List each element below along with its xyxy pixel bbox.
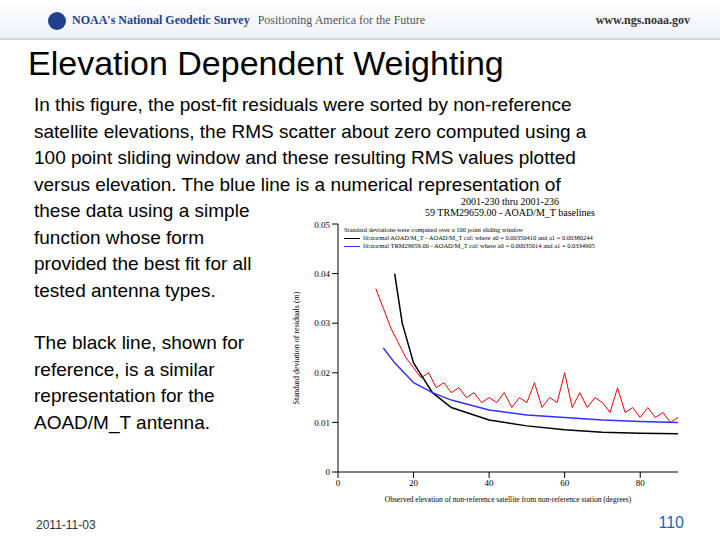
html-text:2011-11-03: 2011-11-03 <box>36 518 96 532</box>
html-text:AOAD/M_T antenna.: AOAD/M_T antenna. <box>34 411 210 433</box>
html-text:In this figure, the post-fit r: In this figure, the post-fit residuals w… <box>34 94 572 115</box>
html-text:www.ngs.noaa.gov: www.ngs.noaa.gov <box>595 13 690 27</box>
svg-text:60: 60 <box>560 478 570 488</box>
svg-text:20: 20 <box>409 478 419 488</box>
html-text:fit:normal AOAD/M_T - AOAD/M_T: fit:normal AOAD/M_T - AOAD/M_T cal: wher… <box>363 234 593 241</box>
svg-text:Standard deviation of residual: Standard deviation of residuals (m) <box>292 291 301 404</box>
html-text:Elevation Dependent Weighting: Elevation Dependent Weighting <box>28 44 504 82</box>
svg-text:0.02: 0.02 <box>314 368 330 378</box>
html-text:satellite elevations, the RMS: satellite elevations, the RMS scatter ab… <box>34 120 587 142</box>
svg-text:80: 80 <box>636 478 646 488</box>
html-text:The black line, shown for: The black line, shown for <box>34 332 245 353</box>
svg-text:0.01: 0.01 <box>314 418 330 428</box>
html-text:100 point sliding window and t: 100 point sliding window and these resul… <box>34 147 576 168</box>
html-text:59 TRM29659.00 - AOAD/M_T base: 59 TRM29659.00 - AOAD/M_T baselines <box>425 207 595 218</box>
html-text:110: 110 <box>658 514 684 531</box>
html-text:function whose form: function whose form <box>34 226 204 248</box>
svg-text:40: 40 <box>485 478 495 488</box>
html-text:Standard deviations were compu: Standard deviations were computed over a… <box>344 226 523 233</box>
svg-text:0: 0 <box>336 478 341 488</box>
html-text:Positioning America for the Fu: Positioning America for the Future <box>257 13 425 27</box>
html-text:provided the best fit for all: provided the best fit for all <box>34 253 252 274</box>
svg-text:0.04: 0.04 <box>314 269 330 279</box>
html-text:NOAA's National Geodetic Surve: NOAA's National Geodetic Survey <box>72 13 250 27</box>
html-text:tested antenna types.: tested antenna types. <box>34 279 216 301</box>
svg-text:0: 0 <box>326 467 331 477</box>
html-text:versus elevation. The blue lin: versus elevation. The blue line is a num… <box>34 173 561 195</box>
html-text:these data using a simple: these data using a simple <box>34 200 250 221</box>
svg-text:Observed elevation of non-refe: Observed elevation of non-reference sate… <box>385 495 632 504</box>
html-text:reference, is a similar: reference, is a similar <box>34 358 215 380</box>
html-text:representation for the: representation for the <box>34 385 215 406</box>
svg-text:0.03: 0.03 <box>314 318 330 328</box>
html-text:fit:normal TRM29659.00 - AOAD/: fit:normal TRM29659.00 - AOAD/M_T cal: w… <box>363 242 595 249</box>
html-text:2001-230 thru 2001-236: 2001-230 thru 2001-236 <box>461 196 559 207</box>
svg-text:0.05: 0.05 <box>314 220 330 230</box>
